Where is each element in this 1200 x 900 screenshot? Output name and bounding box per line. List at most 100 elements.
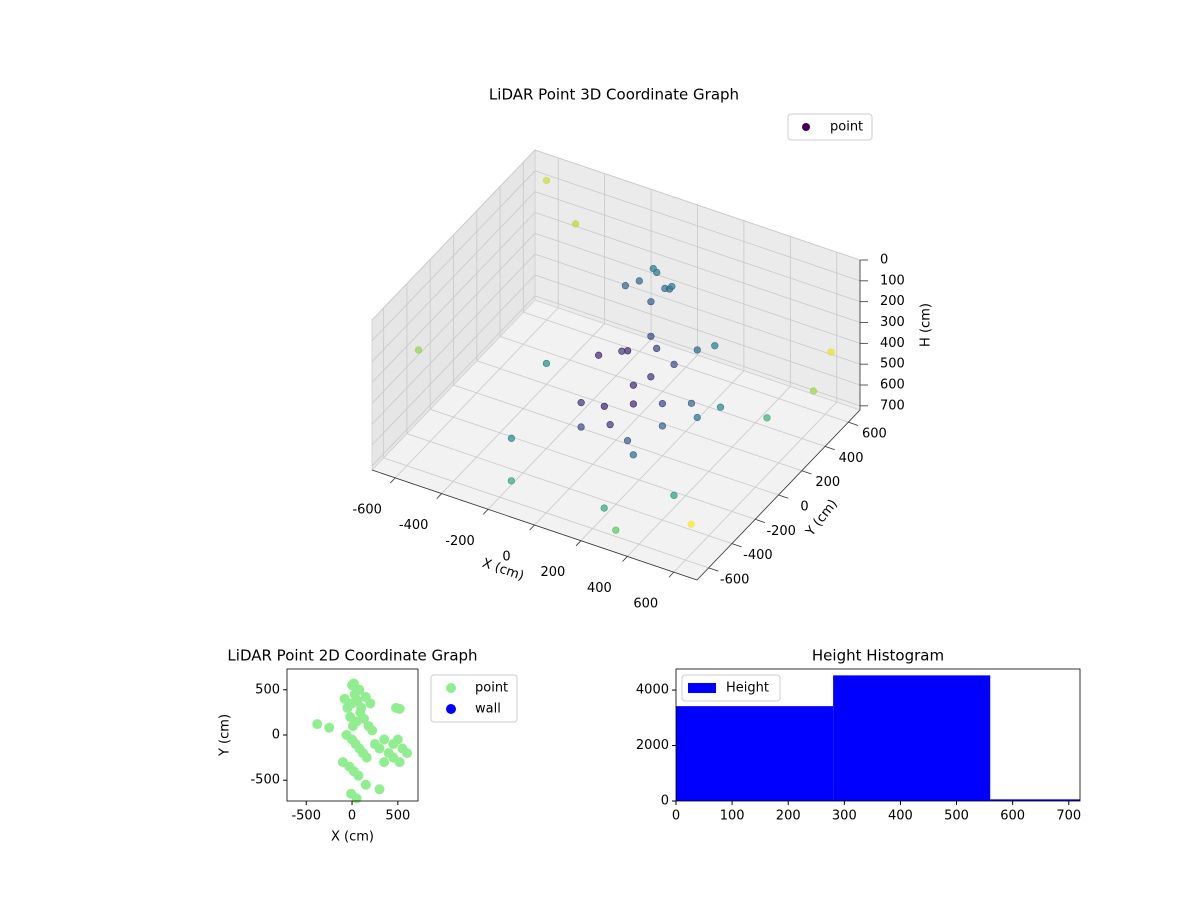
- tick-mark: [436, 493, 442, 499]
- x-tick-label: -600: [352, 502, 382, 517]
- point: [324, 722, 335, 733]
- point: [687, 520, 695, 528]
- point: [827, 348, 835, 356]
- grid-line: [371, 274, 536, 446]
- point: [687, 399, 696, 407]
- tick-mark: [755, 518, 766, 523]
- x-tick-label: 400: [587, 581, 612, 596]
- grid-line: [534, 253, 861, 365]
- point: [670, 360, 678, 369]
- tick-mark: [848, 421, 859, 426]
- y-tick-label: 400: [839, 451, 864, 466]
- point: [577, 399, 585, 407]
- point: [629, 400, 637, 408]
- point: [542, 359, 551, 368]
- legend-marker: [446, 683, 456, 693]
- point: [507, 477, 515, 485]
- y-tick-label: 0: [800, 500, 808, 515]
- point: [394, 757, 405, 768]
- z-axis-label: H (cm): [919, 303, 934, 347]
- legend-label: point: [475, 681, 508, 696]
- point: [507, 434, 516, 442]
- chart-title: LiDAR Point 2D Coordinate Graph: [227, 647, 477, 665]
- z-tick-label: 500: [880, 357, 905, 372]
- point: [809, 387, 818, 395]
- grid-line: [371, 253, 536, 425]
- grid-line: [476, 360, 802, 472]
- point: [572, 220, 580, 228]
- grid-line: [534, 274, 861, 386]
- point: [379, 734, 390, 745]
- point: [670, 491, 678, 499]
- y-tick-label: 200: [815, 475, 840, 490]
- point: [351, 793, 362, 804]
- x-tick-label: 200: [776, 809, 801, 824]
- point: [542, 176, 551, 185]
- tick-mark: [482, 509, 489, 515]
- x-tick-label: 700: [1056, 809, 1081, 824]
- chart-title: LiDAR Point 3D Coordinate Graph: [489, 86, 739, 104]
- bar: [676, 706, 834, 801]
- grid-line: [534, 232, 861, 344]
- point: [600, 504, 608, 512]
- y-axis-label: Y (cm): [218, 714, 233, 757]
- tick-mark: [668, 571, 675, 578]
- x-tick-label: 400: [888, 809, 913, 824]
- grid-line: [453, 384, 779, 496]
- legend-label: Height: [726, 681, 769, 696]
- x-tick-label: 300: [832, 809, 857, 824]
- tick-mark: [575, 540, 582, 547]
- tick-mark: [390, 477, 396, 484]
- z-tick-label: 300: [880, 315, 905, 330]
- grid-line: [371, 295, 536, 467]
- point: [629, 381, 637, 389]
- point: [763, 414, 771, 422]
- bar: [833, 675, 991, 801]
- z-tick-label: 700: [880, 398, 905, 413]
- point: [360, 779, 371, 790]
- point: [414, 346, 423, 354]
- y-tick-label: 500: [255, 682, 280, 697]
- x-tick-label: -200: [445, 534, 475, 549]
- point: [621, 282, 629, 290]
- tick-mark: [622, 556, 628, 562]
- legend-box: [787, 113, 873, 141]
- y-tick-label: -500: [250, 773, 280, 788]
- z-tick-label: 400: [880, 336, 905, 351]
- point: [367, 725, 378, 736]
- point: [653, 344, 661, 352]
- x-tick-label: 500: [944, 809, 969, 824]
- y-tick-label: 0: [661, 794, 669, 809]
- points: [414, 176, 835, 534]
- x-tick-label: -400: [399, 518, 429, 533]
- point: [394, 703, 405, 714]
- legend-label: wall: [475, 702, 501, 717]
- point: [379, 757, 390, 768]
- tick-mark: [731, 543, 742, 548]
- point: [623, 437, 632, 445]
- point: [577, 423, 585, 431]
- z-tick-label: 200: [880, 294, 905, 309]
- point: [339, 693, 350, 704]
- point: [649, 264, 657, 273]
- grid-line: [406, 433, 733, 544]
- point: [658, 422, 666, 430]
- grid-line: [383, 457, 709, 569]
- point: [647, 332, 655, 340]
- legend-box: [681, 674, 781, 702]
- point: [361, 752, 372, 763]
- point: [618, 347, 626, 355]
- point: [374, 743, 385, 754]
- point: [647, 373, 655, 381]
- grid-line: [534, 149, 861, 261]
- tick-mark: [801, 470, 812, 475]
- point: [365, 698, 376, 709]
- y-tick-label: -600: [720, 572, 750, 587]
- grid-line: [523, 311, 849, 423]
- y-tick-label: 4000: [636, 683, 669, 698]
- grid-line: [534, 170, 861, 282]
- point: [711, 342, 719, 350]
- z-tick-label: 600: [880, 378, 905, 393]
- point: [402, 748, 413, 759]
